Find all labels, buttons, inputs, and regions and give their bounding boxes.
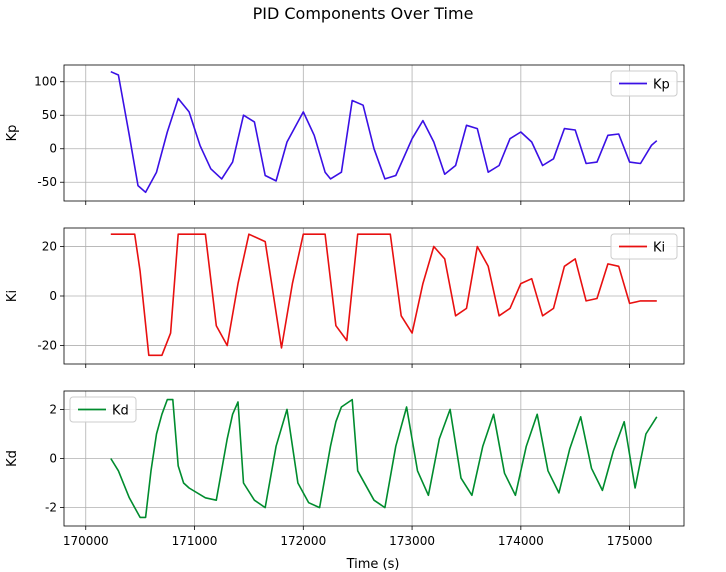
legend-kp: Kp [610,70,678,97]
y-tick-label: 0 [49,452,57,466]
y-tick-label: 0 [49,289,57,303]
panel-kd: 170000 171000 172000 173000 174000 175000 -2 0 2… [5,390,685,548]
x-axis-label: Time (s) [346,557,400,572]
x-tick-label: 170000 [63,534,109,548]
y-axis-label-kp: Kp [5,125,20,142]
y-tick-label: 20 [42,240,57,254]
y-tick-label: -20 [37,338,57,352]
series-line-kp [110,70,658,194]
y-tick-label: 0 [49,142,57,156]
y-tick-label: 50 [42,108,57,122]
series-line-kd [110,398,658,519]
legend-label: Kd [112,404,129,419]
x-tick-label: 175000 [607,534,653,548]
series-line-ki [110,233,657,357]
y-tick-label: 100 [34,75,57,89]
y-tick-label: 2 [49,402,57,416]
y-axis-label-kd: Kd [5,450,20,467]
x-tick-label: 174000 [498,534,544,548]
y-axis-label-ki: Ki [5,290,20,302]
legend-ki: Ki [610,233,678,260]
y-tick-label: -50 [37,175,57,189]
y-tick-label: -2 [45,501,57,515]
axes-frame [63,64,685,202]
x-tick-label: 171000 [172,534,218,548]
legend-label: Ki [653,241,665,256]
panel-kp: -50 0 50 100 Kp Kp [5,64,685,205]
x-tick-label: 173000 [389,534,435,548]
chart-title: PID Components Over Time [253,4,474,23]
x-tick-label: 172000 [280,534,326,548]
legend-label: Kp [653,78,670,93]
legend-kd: Kd [69,396,137,423]
panel-ki: -20 0 20 Ki Ki [5,227,685,368]
